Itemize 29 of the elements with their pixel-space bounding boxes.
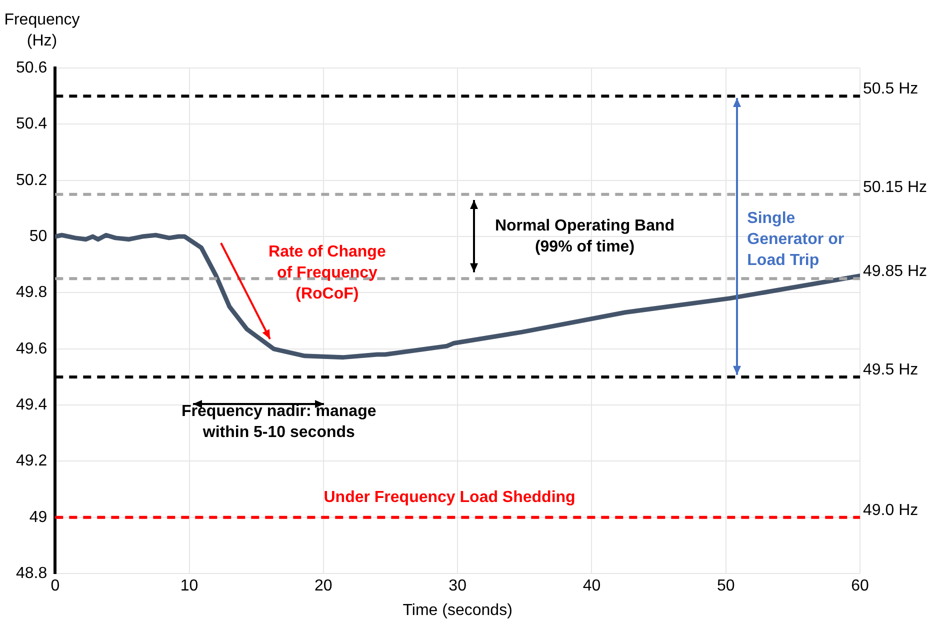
y-tick-label: 50.6 bbox=[16, 59, 48, 76]
y-tick-label: 50.2 bbox=[16, 172, 48, 189]
y-tick-label: 49 bbox=[29, 508, 48, 526]
x-tick-label: 60 bbox=[851, 578, 869, 595]
x-tick-label: 30 bbox=[448, 578, 467, 595]
y-tick-label: 48.8 bbox=[16, 565, 48, 582]
ref-line-label: 49.85 Hz bbox=[863, 263, 928, 280]
ref-line-label: 49.0 Hz bbox=[863, 502, 918, 519]
x-tick-label: 0 bbox=[50, 578, 60, 595]
y-tick-label: 49.6 bbox=[16, 340, 48, 358]
x-tick-label: 20 bbox=[314, 578, 332, 595]
y-tick-label: 50 bbox=[29, 228, 48, 245]
x-axis-title: Time (seconds) bbox=[402, 602, 512, 619]
annotation: Normal Operating Band (99% of time) bbox=[494, 217, 675, 256]
x-tick-label: 50 bbox=[716, 578, 735, 595]
ref-line-label: 50.15 Hz bbox=[863, 178, 928, 196]
y-tick-label: 50.4 bbox=[16, 116, 48, 133]
x-tick-label: 40 bbox=[582, 578, 601, 595]
annotation: Under Frequency Load Shedding bbox=[324, 489, 576, 506]
ref-line-label: 49.5 Hz bbox=[863, 361, 918, 378]
y-tick-label: 49.8 bbox=[16, 284, 48, 302]
annotation: Frequency nadir: manage within 5-10 seconds bbox=[182, 402, 376, 441]
annotation: Rate of Change of Frequency (RoCoF) bbox=[268, 244, 386, 303]
ref-line-label: 50.5 Hz bbox=[863, 80, 918, 98]
x-tick-label: 10 bbox=[180, 578, 198, 595]
annotation: Single Generator or Load Trip bbox=[747, 210, 844, 269]
y-tick-label: 49.4 bbox=[16, 396, 48, 414]
y-axis-title: Frequency (Hz) bbox=[4, 11, 80, 50]
y-tick-label: 49.2 bbox=[16, 452, 48, 470]
